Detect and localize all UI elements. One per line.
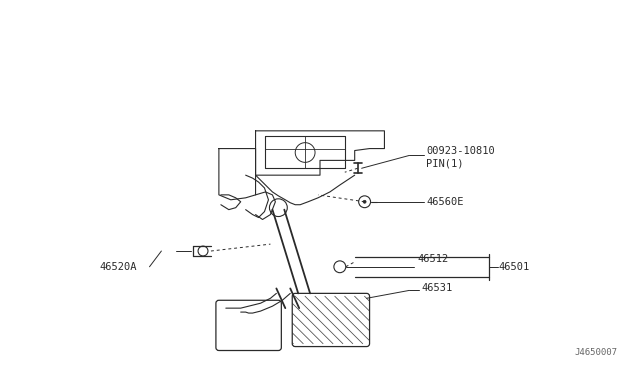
Text: J4650007: J4650007: [574, 349, 618, 357]
Text: 46512: 46512: [417, 254, 449, 264]
Circle shape: [363, 200, 366, 203]
Text: 46501: 46501: [499, 262, 530, 272]
Text: PIN(1): PIN(1): [426, 158, 463, 169]
Text: 46520A: 46520A: [100, 262, 138, 272]
FancyBboxPatch shape: [292, 294, 369, 347]
Text: 46531: 46531: [421, 283, 452, 294]
Text: 00923-10810: 00923-10810: [426, 145, 495, 155]
Text: 46560E: 46560E: [426, 197, 463, 207]
FancyBboxPatch shape: [216, 300, 282, 350]
